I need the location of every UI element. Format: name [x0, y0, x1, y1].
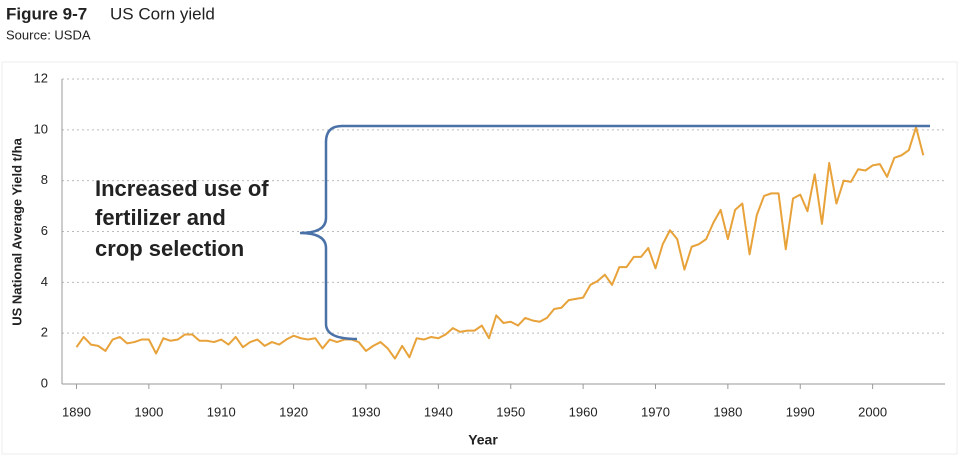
x-tick-label: 1910: [207, 404, 236, 419]
x-tick-label: 1970: [641, 404, 670, 419]
x-tick-label: 1990: [786, 404, 815, 419]
x-tick-label: 1980: [713, 404, 742, 419]
x-tick-label: 1960: [569, 404, 598, 419]
annotation: fertilizer and: [95, 205, 226, 230]
x-tick-label: 1900: [134, 404, 163, 419]
frame: [1, 61, 958, 455]
y-tick-label: 2: [41, 325, 48, 340]
annotation: Increased use of: [95, 176, 269, 201]
x-axis-label: Year: [468, 432, 498, 448]
x-tick-label: 1920: [279, 404, 308, 419]
x-tick-label: 1890: [62, 404, 91, 419]
figure-label: Figure 9-7: [6, 4, 87, 23]
x-tick-label: 1950: [496, 404, 525, 419]
chart-title: US Corn yield: [110, 4, 215, 23]
y-axis-label: US National Average Yield t/ha: [9, 137, 24, 325]
chart-subtitle: Source: USDA: [6, 27, 91, 42]
y-tick-label: 6: [41, 223, 48, 238]
y-tick-label: 10: [34, 121, 48, 136]
x-tick-label: 2000: [858, 404, 887, 419]
x-tick-label: 1940: [424, 404, 453, 419]
annotation: crop selection: [95, 236, 244, 261]
x-tick-label: 1930: [352, 404, 381, 419]
y-tick-label: 0: [41, 375, 48, 390]
brace: [299, 124, 930, 341]
y-tick-label: 12: [34, 70, 48, 85]
y-tick-label: 4: [41, 274, 48, 289]
data-line: [75, 126, 925, 360]
y-tick-label: 8: [41, 172, 48, 187]
